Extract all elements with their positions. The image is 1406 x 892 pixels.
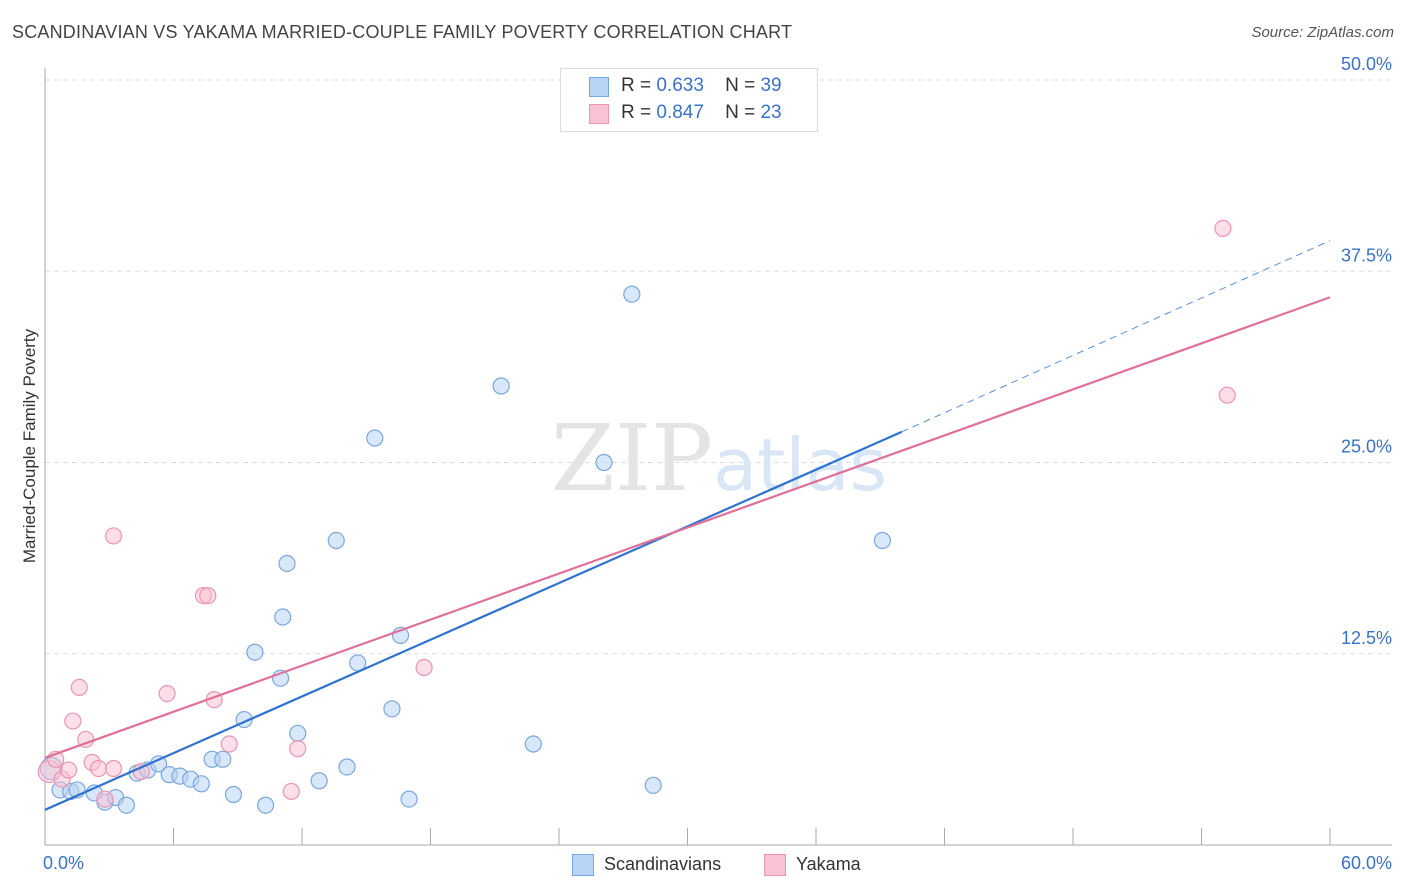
n-label: N = bbox=[725, 102, 756, 123]
y-tick-label: 37.5% bbox=[1341, 245, 1392, 265]
scandinavian-point[interactable] bbox=[338, 758, 356, 776]
y-axis-label-wrap: Married-Couple Family Poverty bbox=[16, 296, 44, 596]
data-points bbox=[37, 219, 1236, 814]
r-value: 0.633 bbox=[656, 75, 704, 96]
y-tick-label: 25.0% bbox=[1341, 437, 1392, 457]
scandinavian-point[interactable] bbox=[366, 429, 384, 447]
y-axis-label: Married-Couple Family Poverty bbox=[20, 328, 39, 564]
legend-label-scandinavians: Scandinavians bbox=[604, 854, 722, 874]
scandinavian-point[interactable] bbox=[224, 785, 243, 804]
n-value: 23 bbox=[760, 102, 782, 123]
scandinavian-point[interactable] bbox=[383, 700, 401, 718]
scandinavian-point[interactable] bbox=[400, 790, 418, 808]
yakama-point[interactable] bbox=[89, 759, 108, 778]
r-label: R = bbox=[621, 75, 652, 96]
yakama-point[interactable] bbox=[96, 790, 114, 808]
r-value: 0.847 bbox=[656, 102, 704, 123]
yakama-point[interactable] bbox=[158, 684, 176, 703]
n-label: N = bbox=[725, 75, 756, 96]
yakama-point[interactable] bbox=[199, 587, 217, 605]
yakama-point[interactable] bbox=[104, 527, 123, 545]
scandinavian-point[interactable] bbox=[492, 377, 510, 395]
watermark-atlas: atlas bbox=[713, 423, 887, 507]
scandinavian-point[interactable] bbox=[289, 724, 307, 742]
yakama-point[interactable] bbox=[415, 658, 433, 677]
scandinavian-point[interactable] bbox=[214, 750, 232, 768]
yakama-point[interactable] bbox=[1214, 219, 1232, 238]
yakama-point[interactable] bbox=[289, 740, 307, 758]
tick-labels: 12.5% 25.0% 37.5% 50.0% 0.0% 60.0% bbox=[43, 54, 1392, 873]
x-tick-label: 0.0% bbox=[43, 853, 84, 873]
yakama-point[interactable] bbox=[1218, 386, 1236, 404]
yakama-point[interactable] bbox=[282, 782, 300, 801]
scandinavian-point[interactable] bbox=[192, 775, 210, 793]
legend-swatch-scandinavians bbox=[589, 77, 609, 97]
scandinavian-point[interactable] bbox=[117, 796, 135, 814]
legend-stats-yakama: R = 0.847 N = 23 bbox=[621, 100, 782, 126]
correlation-legend: R = 0.633 N = 39 R = 0.847 N = 23 bbox=[560, 68, 818, 132]
watermark-zip: ZIP bbox=[551, 405, 713, 512]
scandinavian-point[interactable] bbox=[595, 453, 613, 472]
yakama-point[interactable] bbox=[64, 712, 82, 730]
scandinavian-point[interactable] bbox=[623, 285, 641, 303]
scandinavian-point[interactable] bbox=[310, 772, 328, 790]
y-tick-label: 12.5% bbox=[1341, 628, 1392, 648]
scandinavian-point[interactable] bbox=[278, 554, 296, 573]
scandinavian-point[interactable] bbox=[327, 531, 345, 550]
watermark: ZIP atlas bbox=[551, 405, 887, 512]
x-tick-label: 60.0% bbox=[1341, 853, 1392, 873]
yakama-point[interactable] bbox=[104, 759, 123, 778]
n-value: 39 bbox=[760, 75, 782, 96]
r-label: R = bbox=[621, 102, 652, 123]
source-label: Source: ZipAtlas.com bbox=[1251, 24, 1394, 41]
yakama-point[interactable] bbox=[220, 735, 238, 753]
legend-swatch-yakama bbox=[764, 854, 786, 876]
scandinavian-trend-extension bbox=[901, 240, 1331, 433]
scandinavian-point[interactable] bbox=[644, 776, 662, 794]
chart-title: SCANDINAVIAN VS YAKAMA MARRIED-COUPLE FA… bbox=[12, 22, 793, 42]
yakama-point[interactable] bbox=[59, 761, 78, 779]
legend-label-yakama: Yakama bbox=[796, 854, 861, 874]
scandinavian-point[interactable] bbox=[274, 608, 292, 626]
scandinavian-point[interactable] bbox=[873, 531, 891, 550]
yakama-trend-line bbox=[44, 296, 1331, 759]
y-tick-label: 50.0% bbox=[1341, 54, 1392, 74]
scandinavian-trend-line bbox=[44, 430, 903, 811]
legend-swatch-yakama bbox=[589, 104, 609, 124]
axes bbox=[44, 68, 1392, 846]
trend-lines bbox=[44, 240, 1331, 811]
legend-swatch-scandinavians bbox=[572, 854, 594, 876]
gridlines bbox=[45, 79, 1392, 655]
scandinavian-point[interactable] bbox=[524, 735, 542, 753]
yakama-point[interactable] bbox=[70, 678, 88, 697]
scandinavian-point[interactable] bbox=[246, 643, 264, 661]
legend-stats-scandinavians: R = 0.633 N = 39 bbox=[621, 73, 782, 99]
scandinavian-point[interactable] bbox=[256, 796, 275, 814]
